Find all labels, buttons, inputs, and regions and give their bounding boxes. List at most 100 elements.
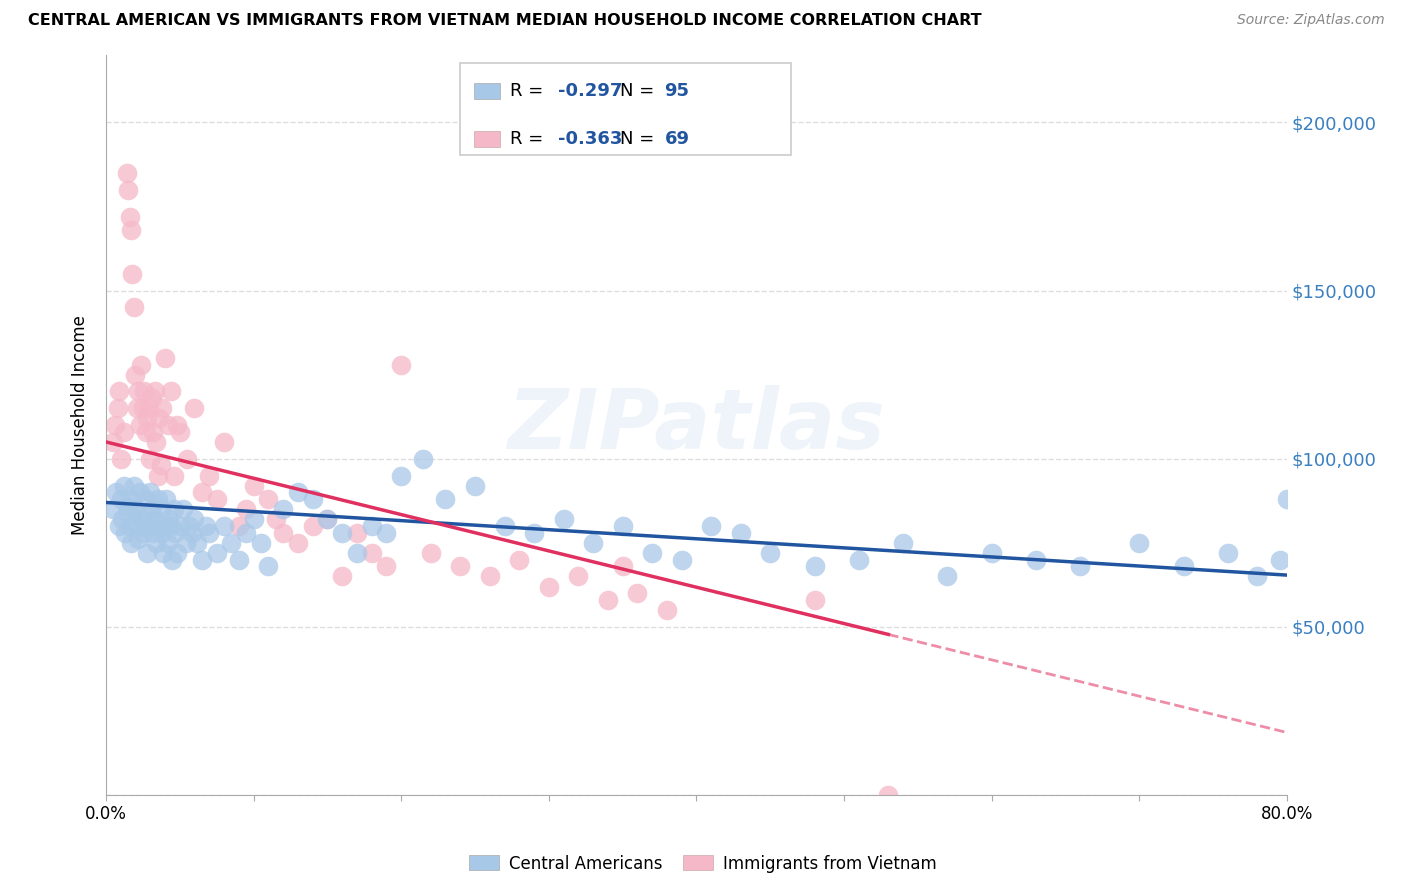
Point [153,351,176,365]
Point [1025,552,1047,566]
Point [177,519,200,533]
Point [183,512,205,526]
Text: -0.363: -0.363 [558,129,623,148]
Point [110,451,132,466]
Text: ZIPatlas: ZIPatlas [508,384,886,466]
Point [582,536,605,550]
Point [228,552,250,566]
Point [1173,559,1195,574]
Point [128,485,150,500]
Point [157,512,180,526]
Point [195,519,218,533]
Point [152,546,174,560]
Point [205,546,228,560]
Point [117,183,139,197]
Point [120,223,142,237]
Point [131,358,153,372]
Point [146,468,169,483]
Point [122,478,145,492]
Point [596,593,619,607]
Point [389,468,412,483]
Point [118,519,141,533]
Point [537,580,560,594]
Point [134,384,156,399]
Point [212,519,235,533]
Point [127,533,149,547]
Point [553,512,575,526]
Point [360,546,382,560]
Text: CENTRAL AMERICAN VS IMMIGRANTS FROM VIETNAM MEDIAN HOUSEHOLD INCOME CORRELATION : CENTRAL AMERICAN VS IMMIGRANTS FROM VIET… [28,13,981,29]
Point [148,411,170,425]
Point [612,559,634,574]
Point [160,519,183,533]
Point [1246,569,1268,583]
Point [936,569,959,583]
Point [257,492,280,507]
Point [117,506,139,520]
Point [136,411,159,425]
Point [156,418,179,433]
Point [803,559,825,574]
Point [124,368,146,382]
Point [132,525,155,540]
Point [235,525,257,540]
Point [316,512,339,526]
Point [264,512,287,526]
Point [180,525,202,540]
Point [803,593,825,607]
Point [132,401,155,416]
Point [567,569,589,583]
FancyBboxPatch shape [460,62,792,155]
Point [494,519,516,533]
Point [150,401,173,416]
Point [301,519,323,533]
Point [104,418,127,433]
Point [118,210,141,224]
Point [160,384,183,399]
Point [115,166,138,180]
Point [655,603,678,617]
Point [523,525,546,540]
Point [612,519,634,533]
Point [166,418,188,433]
Point [115,499,138,513]
Point [156,536,179,550]
Y-axis label: Median Household Income: Median Household Income [72,315,89,535]
Point [103,434,125,449]
Point [163,502,186,516]
Point [1275,492,1298,507]
Point [641,546,664,560]
Point [671,552,693,566]
Point [419,546,441,560]
Point [730,525,752,540]
Point [478,569,501,583]
Point [700,519,723,533]
Point [330,525,353,540]
Point [114,525,136,540]
Point [138,401,160,416]
Text: -0.297: -0.297 [558,82,623,100]
Point [155,492,177,507]
Point [330,569,353,583]
Point [121,267,143,281]
Point [271,525,294,540]
Point [136,546,159,560]
Point [134,506,156,520]
Point [135,492,157,507]
Point [301,492,323,507]
Point [103,502,125,516]
Point [228,519,250,533]
Point [375,559,398,574]
Point [169,425,191,439]
Point [138,519,160,533]
Point [107,401,129,416]
Point [145,434,167,449]
Point [242,478,264,492]
Point [163,468,186,483]
Point [143,384,166,399]
Point [346,546,368,560]
Point [128,418,150,433]
Point [145,536,167,550]
Point [250,536,273,550]
Point [198,468,221,483]
